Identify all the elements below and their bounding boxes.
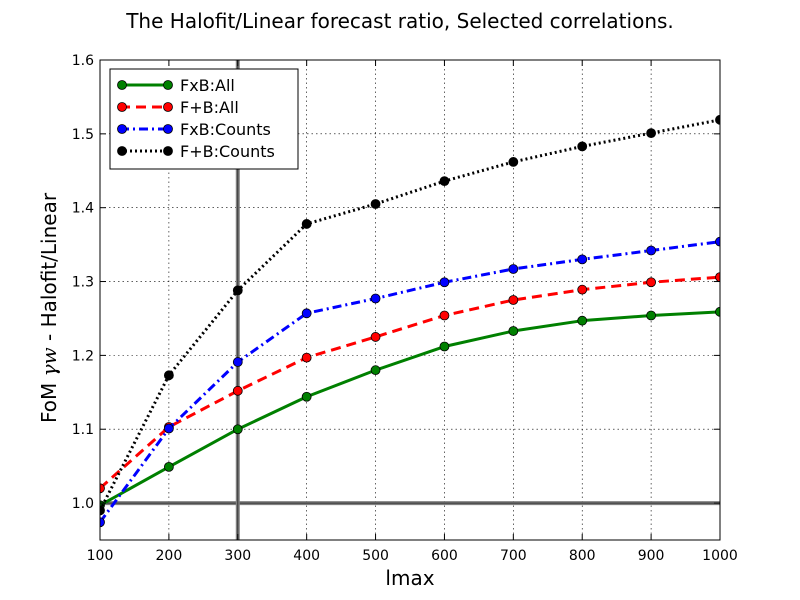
y-axis-label: FoM γw - Halofit/Linear (37, 192, 61, 423)
x-tick-label: 900 (638, 548, 665, 564)
x-tick-label: 600 (431, 548, 458, 564)
y-tick-label: 1.1 (72, 422, 94, 438)
data-point (508, 264, 519, 274)
legend-swatch-marker (163, 80, 173, 90)
data-point (715, 114, 720, 125)
data-point (439, 310, 450, 321)
data-point (646, 245, 657, 256)
legend-label: F+B:Counts (180, 142, 275, 161)
data-point (370, 332, 381, 342)
data-point (715, 236, 720, 247)
data-point (100, 517, 105, 528)
data-point (439, 341, 450, 352)
series-4 (100, 114, 720, 516)
y-tick-label: 1.3 (72, 275, 94, 291)
y-tick-label: 1.6 (72, 53, 94, 69)
data-point (577, 141, 588, 152)
y-tick-label: 1.5 (72, 127, 94, 143)
data-point (301, 391, 312, 402)
y-axis-label-prefix: FoM (37, 376, 61, 423)
x-tick-label: 500 (362, 548, 389, 564)
x-tick-label: 800 (569, 548, 596, 564)
data-point (163, 461, 174, 472)
y-tick-label: 1.0 (72, 496, 94, 512)
data-point (577, 284, 588, 295)
data-point (370, 293, 381, 304)
data-point (577, 315, 588, 326)
x-tick-label: 300 (224, 548, 251, 564)
legend-swatch-marker (117, 124, 127, 134)
x-tick-label: 100 (87, 548, 114, 564)
data-point (163, 423, 174, 434)
legend-swatch-marker (117, 80, 127, 90)
series-3 (100, 236, 720, 528)
data-point (301, 352, 312, 363)
data-point (232, 424, 243, 435)
data-point (232, 357, 243, 367)
axis-ticks: 100 200 300 400 500 600 700 800 900 1000 1.0 1.1 1.2… (72, 53, 738, 564)
data-point (439, 277, 450, 288)
series-line (100, 240, 720, 524)
data-point (100, 505, 105, 516)
data-point (370, 199, 381, 209)
series-2 (100, 272, 720, 494)
x-tick-label: 200 (156, 548, 183, 564)
data-point (370, 365, 381, 376)
data-point (301, 308, 312, 319)
data-point (508, 157, 519, 167)
data-point (646, 310, 657, 321)
legend-swatch-marker (163, 124, 173, 134)
x-tick-label: 700 (500, 548, 527, 564)
legend-swatch-marker (163, 102, 173, 112)
x-tick-label: 1000 (702, 548, 738, 564)
series-line (100, 118, 720, 512)
data-point (163, 370, 174, 381)
series-layer (100, 114, 720, 528)
data-point (508, 295, 519, 305)
y-axis-label-suffix: - Halofit/Linear (37, 192, 61, 347)
legend: FxB:All F+B:All FxB:Counts F+B:Counts (109, 68, 299, 170)
chart-title: The Halofit/Linear forecast ratio, Selec… (125, 9, 674, 33)
x-axis-label: lmax (385, 566, 434, 590)
data-point (715, 306, 720, 317)
data-point (646, 128, 657, 139)
legend-label: F+B:All (180, 98, 239, 117)
legend-label: FxB:All (180, 76, 235, 95)
plot-frame (99, 59, 721, 541)
data-point (646, 277, 657, 288)
series-line (100, 275, 720, 490)
legend-swatch-marker (163, 146, 173, 156)
series-line (100, 310, 720, 507)
data-point (301, 219, 312, 229)
legend-label: FxB:Counts (180, 120, 271, 139)
x-tick-label: 400 (293, 548, 320, 564)
legend-swatch-marker (117, 102, 127, 112)
y-axis-label-math: γw (37, 347, 61, 376)
data-point (439, 176, 450, 187)
data-point (100, 483, 105, 494)
data-point (232, 285, 243, 296)
y-tick-label: 1.4 (72, 201, 94, 217)
data-point (232, 385, 243, 396)
legend-swatch-marker (117, 146, 127, 156)
data-point (508, 326, 519, 336)
y-tick-label: 1.2 (72, 348, 94, 364)
data-point (715, 272, 720, 283)
data-point (577, 254, 588, 265)
